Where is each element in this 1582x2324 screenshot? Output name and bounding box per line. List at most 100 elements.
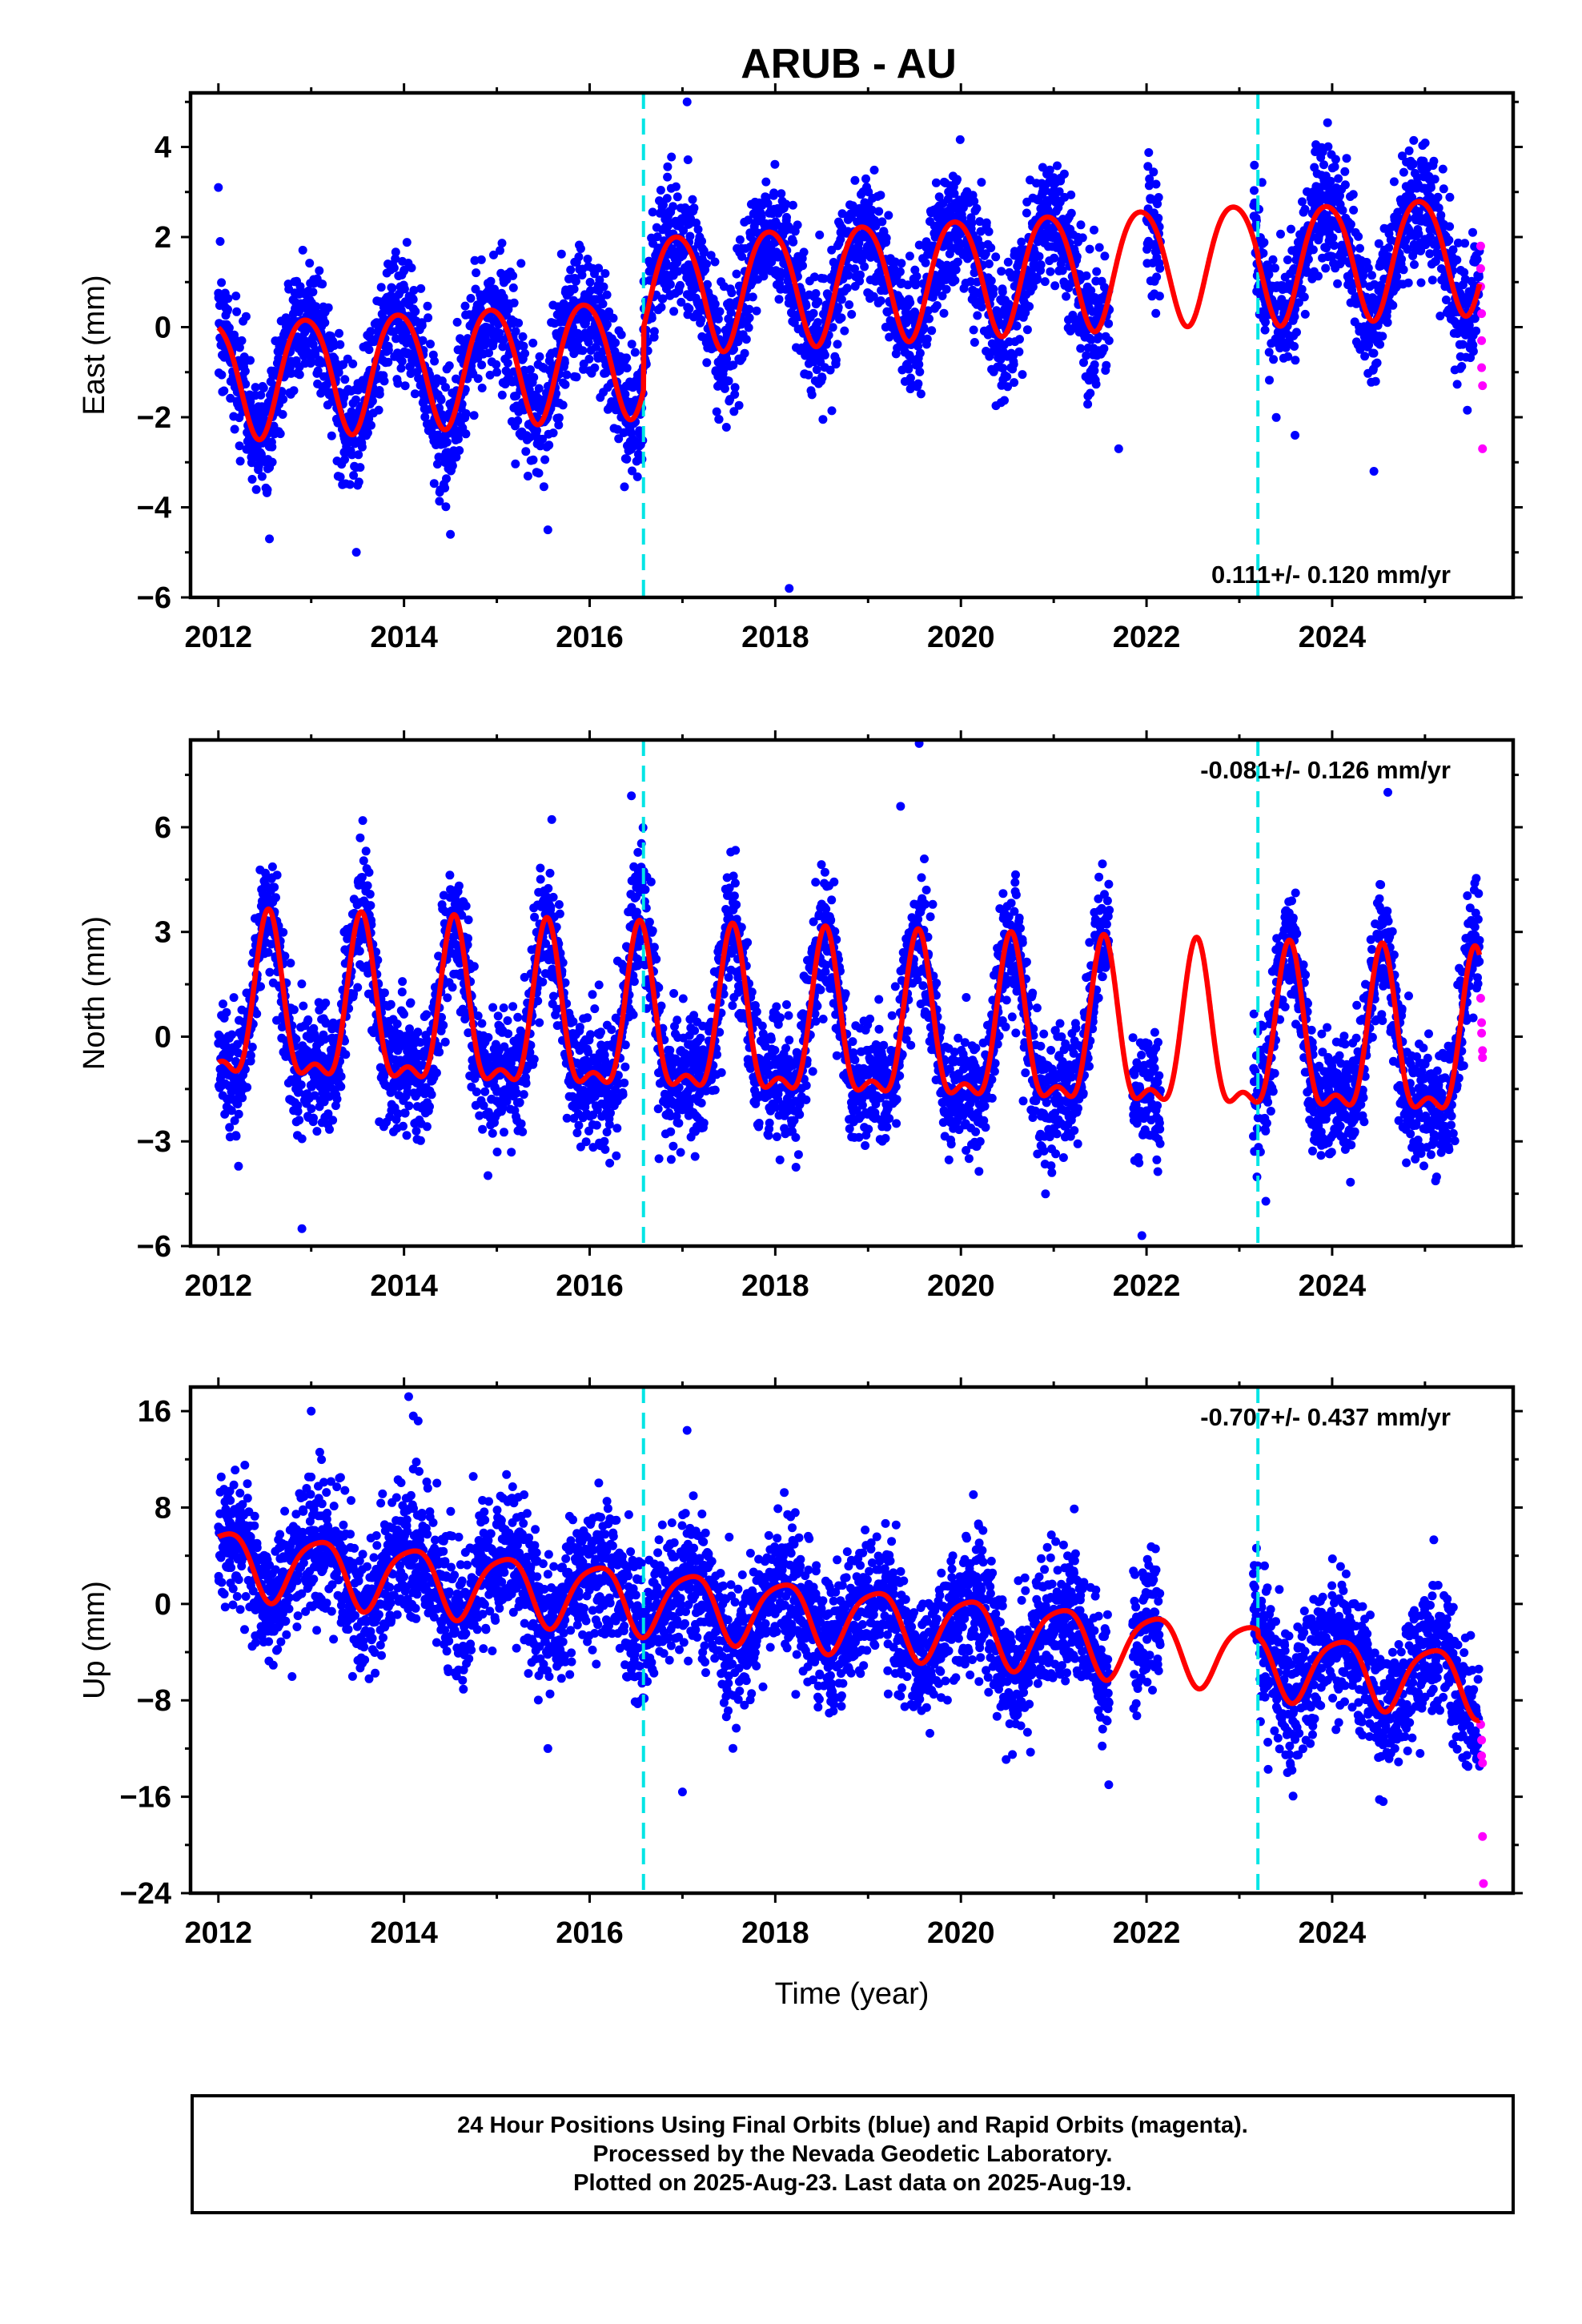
data-point <box>1151 308 1161 318</box>
data-point <box>351 395 360 404</box>
data-point <box>622 364 632 373</box>
data-point <box>884 211 893 220</box>
data-point <box>969 325 978 335</box>
data-point <box>1036 260 1046 270</box>
chart-title: ARUB - AU <box>741 41 957 87</box>
data-point <box>492 368 502 377</box>
data-point <box>1018 370 1027 380</box>
data-point <box>435 497 444 506</box>
data-point <box>627 340 636 349</box>
data-point <box>905 298 915 308</box>
data-point <box>911 280 921 290</box>
plot-area-east <box>214 93 1488 597</box>
data-point <box>429 479 439 489</box>
data-point <box>1383 318 1392 328</box>
data-point <box>219 999 227 1009</box>
data-point <box>311 302 321 312</box>
data-point <box>856 270 865 279</box>
data-point <box>710 300 720 309</box>
data-point <box>364 867 374 877</box>
data-point <box>1328 233 1338 243</box>
data-point <box>309 1113 318 1123</box>
data-point <box>402 238 412 247</box>
data-point <box>295 1116 304 1125</box>
data-point <box>461 429 471 439</box>
data-point <box>340 375 350 384</box>
data-point <box>351 548 361 557</box>
data-point <box>1090 360 1099 369</box>
data-point <box>782 212 791 222</box>
data-point <box>234 1109 243 1119</box>
velocity-annotation-east: 0.111+/- 0.120 mm/yr <box>1211 561 1451 589</box>
data-point <box>313 366 323 376</box>
data-point <box>714 415 724 424</box>
data-point <box>585 277 595 287</box>
data-point <box>295 282 305 292</box>
data-point <box>1276 229 1285 239</box>
data-point <box>1265 376 1274 385</box>
data-point <box>1389 177 1399 187</box>
data-point <box>991 252 1001 262</box>
data-point <box>1299 292 1309 302</box>
panel-east: 2012 2014 2016 2018 2020 2022 2024−6−4−2024Eas… <box>78 83 1523 654</box>
data-point <box>513 416 523 425</box>
data-point <box>556 249 566 259</box>
data-point <box>387 283 397 293</box>
data-point <box>472 268 481 278</box>
data-point <box>813 318 822 328</box>
data-point <box>357 442 367 452</box>
data-point <box>526 365 535 375</box>
data-point <box>1086 388 1095 398</box>
data-point <box>599 282 608 292</box>
data-point <box>215 237 225 246</box>
data-point <box>466 294 476 303</box>
data-point <box>442 474 451 484</box>
data-point <box>1433 192 1443 202</box>
data-point <box>1154 193 1163 202</box>
data-point <box>267 862 277 871</box>
data-point <box>1399 265 1408 275</box>
data-point <box>1416 278 1426 287</box>
data-point <box>720 384 729 393</box>
data-point <box>927 326 937 336</box>
data-point <box>984 259 994 268</box>
x-tick-label: 2016 <box>556 621 624 654</box>
data-point <box>441 383 450 392</box>
data-point <box>237 336 247 345</box>
x-tick-label: 2014 <box>370 621 438 654</box>
data-point <box>320 318 330 328</box>
data-point <box>334 368 343 377</box>
data-point <box>1062 292 1071 301</box>
data-point <box>1303 255 1313 264</box>
data-point <box>299 1001 308 1011</box>
data-point <box>367 396 377 406</box>
data-point <box>398 977 408 987</box>
data-point <box>520 348 530 358</box>
data-point <box>436 395 446 404</box>
data-point <box>251 485 261 494</box>
data-point <box>355 947 364 956</box>
data-point <box>323 303 333 312</box>
data-point <box>440 483 450 493</box>
data-point <box>303 1015 313 1024</box>
data-point <box>418 336 428 345</box>
data-point <box>278 410 287 419</box>
data-point <box>697 236 706 246</box>
data-point <box>538 434 547 444</box>
data-point <box>702 259 711 269</box>
data-point <box>1342 154 1351 163</box>
data-point <box>397 356 407 366</box>
data-point <box>461 409 471 418</box>
data-point <box>497 239 507 248</box>
data-point <box>548 428 558 438</box>
data-point <box>235 441 244 451</box>
data-point <box>789 237 798 247</box>
data-point <box>710 257 720 267</box>
data-point <box>869 165 879 175</box>
data-point <box>584 354 594 364</box>
data-point <box>970 338 979 347</box>
data-point <box>305 259 315 268</box>
data-point <box>311 345 320 355</box>
data-point <box>1100 251 1110 261</box>
data-point <box>430 356 440 366</box>
